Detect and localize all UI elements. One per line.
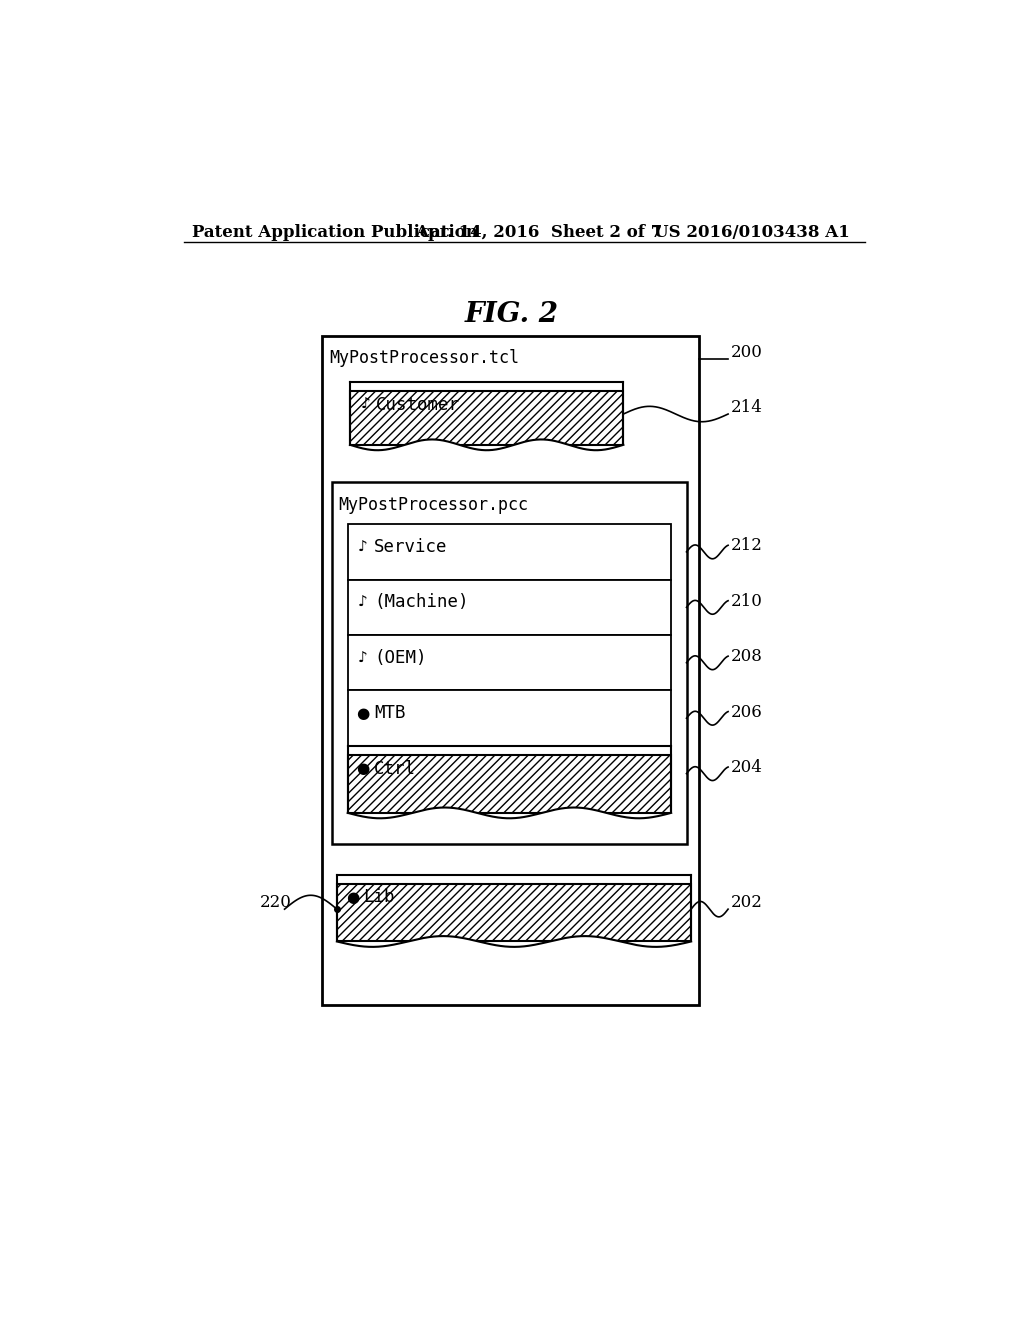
Bar [348,635,671,690]
Text: 214: 214 [731,400,763,416]
Bar [350,391,624,445]
Text: 206: 206 [731,704,763,721]
Text: MTB: MTB [374,705,406,722]
Text: 208: 208 [731,648,763,665]
Text: Lib: Lib [364,888,394,907]
Text: Ctrl: Ctrl [374,760,416,777]
Text: ●: ● [346,890,359,906]
Bar [348,755,671,813]
Bar [350,391,624,445]
Text: 204: 204 [731,759,763,776]
Bar [337,884,691,941]
Bar [348,524,671,579]
Bar [333,482,686,843]
Text: (OEM): (OEM) [374,649,426,667]
Text: FIG. 2: FIG. 2 [465,301,559,327]
Text: ●: ● [356,762,370,776]
Text: US 2016/0103438 A1: US 2016/0103438 A1 [654,224,850,240]
Text: ♪: ♪ [358,540,368,554]
Text: Patent Application Publication: Patent Application Publication [193,224,478,240]
Text: ♪: ♪ [358,651,368,665]
Text: MyPostProcessor.pcc: MyPostProcessor.pcc [339,496,528,513]
Text: 212: 212 [731,537,763,554]
Text: ●: ● [356,706,370,721]
Bar [348,755,671,813]
Text: 200: 200 [731,345,763,360]
Text: Customer: Customer [376,396,460,413]
Bar [337,884,691,941]
Text: 220: 220 [260,895,292,912]
Text: Service: Service [374,539,447,556]
Text: Apr. 14, 2016  Sheet 2 of 7: Apr. 14, 2016 Sheet 2 of 7 [416,224,663,240]
Bar [322,335,698,1006]
Text: 210: 210 [731,593,763,610]
Text: (Machine): (Machine) [374,594,468,611]
Text: 202: 202 [731,895,763,912]
Text: ♪: ♪ [358,595,368,610]
Text: ♪: ♪ [360,397,371,412]
Bar [348,690,671,746]
Text: MyPostProcessor.tcl: MyPostProcessor.tcl [330,350,519,367]
Bar [348,579,671,635]
